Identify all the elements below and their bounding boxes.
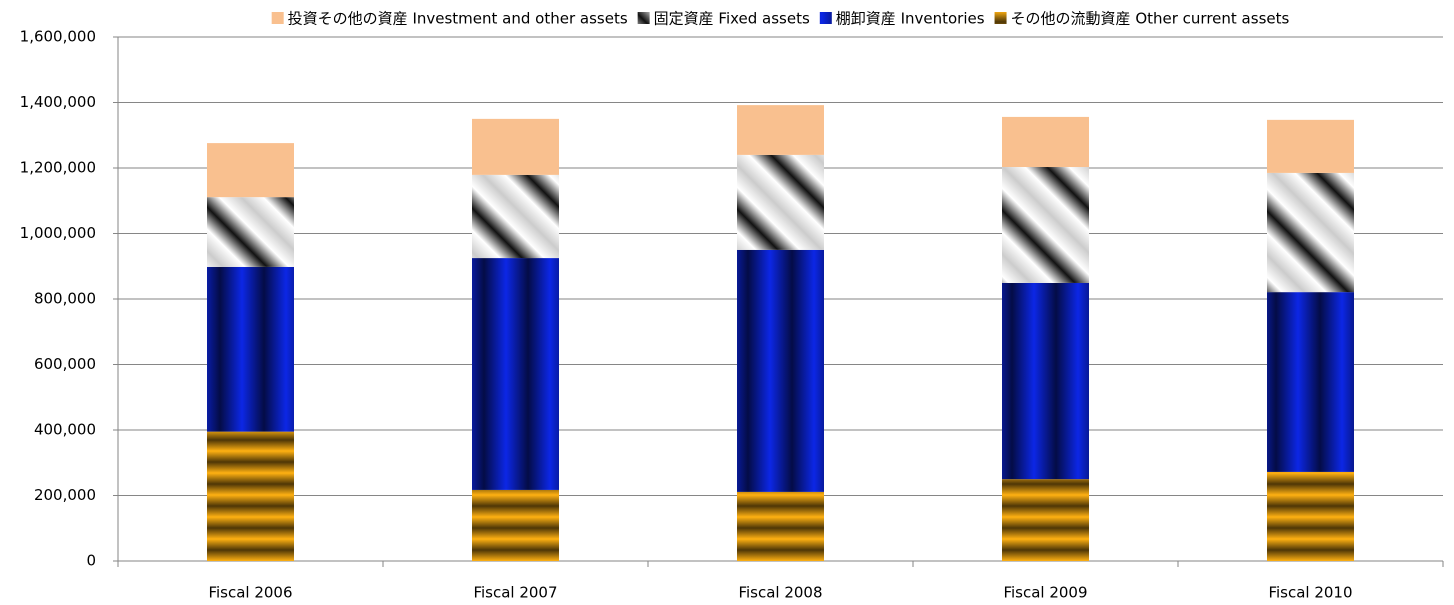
y-tick-label: 800,000 (34, 290, 96, 308)
bar-segment (737, 249, 824, 492)
legend-label: 固定資産 Fixed assets (654, 10, 810, 28)
bar-segment (1002, 116, 1089, 168)
bar-segment (1267, 119, 1354, 173)
y-tick-label: 600,000 (34, 355, 96, 373)
bar-segment (472, 258, 559, 490)
legend-label: その他の流動資産 Other current assets (1011, 10, 1290, 28)
y-tick-label: 1,200,000 (20, 159, 96, 177)
bar-segment (472, 118, 559, 175)
y-tick-label: 1,600,000 (20, 28, 96, 46)
bar-segment (207, 197, 294, 267)
bar-segment (737, 105, 824, 155)
x-tick-label: Fiscal 2006 (208, 584, 292, 602)
x-tick-label: Fiscal 2009 (1003, 584, 1087, 602)
legend-swatch (819, 12, 832, 24)
legend-swatch (994, 12, 1007, 24)
legend-label: 棚卸資産 Inventories (836, 10, 985, 28)
bar-segment (207, 431, 294, 561)
bar-segment (472, 174, 559, 259)
y-tick-label: 200,000 (34, 486, 96, 504)
y-tick-label: 400,000 (34, 421, 96, 439)
y-tick-label: 0 (86, 552, 96, 570)
y-tick-label: 1,400,000 (20, 93, 96, 111)
legend: 投資その他の資産 Investment and other assets 固定資産… (271, 10, 1290, 28)
x-tick-label: Fiscal 2007 (473, 584, 557, 602)
bar-segment (1002, 167, 1089, 283)
legend-swatch (271, 12, 284, 24)
bar-segment (472, 489, 559, 561)
bar-segment (207, 143, 294, 198)
legend-swatch (637, 12, 650, 24)
bar-segment (1267, 292, 1354, 472)
legend-label: 投資その他の資産 Investment and other assets (288, 10, 628, 28)
bar-segment (1002, 282, 1089, 480)
bar-segment (737, 491, 824, 561)
bar-segment (207, 266, 294, 432)
bar-segment (1267, 471, 1354, 561)
x-tick-label: Fiscal 2010 (1268, 584, 1352, 602)
y-tick-label: 1,000,000 (20, 224, 96, 242)
x-tick-label: Fiscal 2008 (738, 584, 822, 602)
bar-segment (1002, 479, 1089, 561)
bar-segment (737, 154, 824, 250)
bar-segment (1267, 172, 1354, 293)
